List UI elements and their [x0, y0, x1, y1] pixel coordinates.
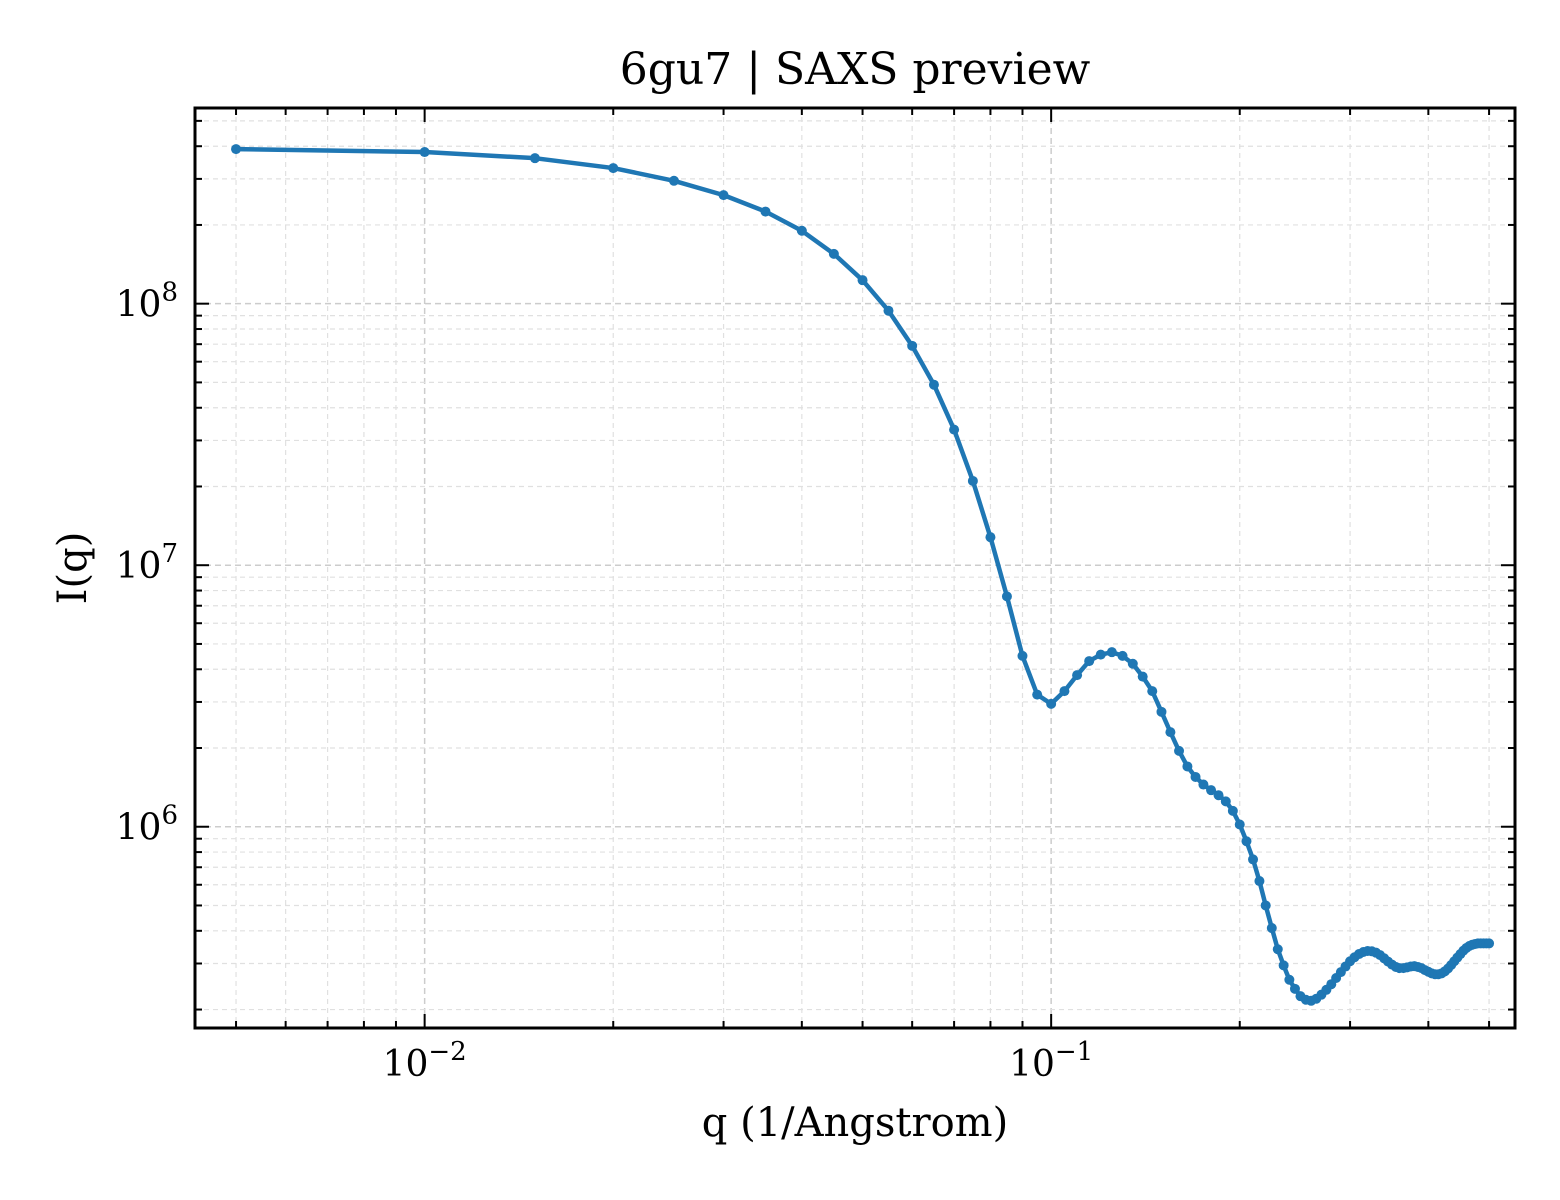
data-point — [608, 163, 619, 174]
data-point — [1284, 974, 1295, 985]
data-point — [529, 153, 540, 164]
data-point — [883, 305, 894, 316]
data-point — [1156, 706, 1167, 717]
x-tick-label: 10−1 — [1009, 1037, 1093, 1085]
data-point — [419, 147, 430, 158]
data-point — [949, 424, 960, 435]
data-point — [1001, 591, 1012, 602]
data-point — [1059, 686, 1070, 697]
data-point — [1117, 650, 1128, 661]
data-point — [1220, 796, 1231, 807]
data-point — [1147, 686, 1158, 697]
data-point — [1174, 745, 1185, 756]
data-point — [828, 248, 839, 259]
data-point — [1227, 805, 1238, 816]
x-axis-label: q (1/Angstrom) — [702, 1100, 1008, 1146]
data-point — [796, 225, 807, 236]
data-point — [1072, 670, 1083, 681]
x-tick-label: 10−2 — [383, 1037, 467, 1085]
y-tick-label: 108 — [116, 278, 178, 326]
data-point — [985, 532, 996, 543]
data-point — [1289, 983, 1300, 994]
data-point — [1017, 650, 1028, 661]
data-point — [1095, 649, 1106, 660]
data-point — [967, 475, 978, 486]
data-point — [1484, 938, 1495, 949]
data-point — [1165, 727, 1176, 738]
chart-title: 6gu7 | SAXS preview — [620, 44, 1091, 95]
data-point — [1206, 785, 1217, 796]
data-point — [1106, 647, 1117, 658]
data-point — [718, 190, 729, 201]
data-point — [1084, 656, 1095, 667]
data-point — [1198, 779, 1209, 790]
data-point — [1241, 836, 1252, 847]
grid — [195, 108, 1515, 1028]
plot-frame — [193, 106, 1517, 1030]
tick-labels: 10−2 10−1 106 107 108 — [116, 278, 1094, 1085]
y-axis-label: I(q) — [50, 532, 96, 605]
data-point — [1046, 698, 1057, 709]
data-point — [1266, 923, 1277, 934]
data-point — [1254, 876, 1265, 887]
y-tick-label: 106 — [116, 801, 178, 849]
data-point — [907, 340, 918, 351]
data-point — [857, 275, 868, 286]
data-point — [1272, 944, 1283, 955]
data-point — [1137, 671, 1148, 682]
data-point — [1032, 689, 1043, 700]
data-point — [1190, 771, 1201, 782]
data-point — [1182, 761, 1193, 772]
data-point — [1234, 819, 1245, 830]
series — [231, 144, 1495, 1006]
data-point — [928, 379, 939, 390]
data-point — [1278, 960, 1289, 971]
data-point — [231, 144, 242, 155]
data-point — [1213, 790, 1224, 801]
y-tick-label: 107 — [116, 539, 178, 587]
data-point — [1260, 900, 1271, 911]
data-point — [760, 206, 771, 217]
data-point — [1127, 658, 1138, 669]
data-point — [1248, 854, 1259, 865]
data-point — [668, 175, 679, 186]
